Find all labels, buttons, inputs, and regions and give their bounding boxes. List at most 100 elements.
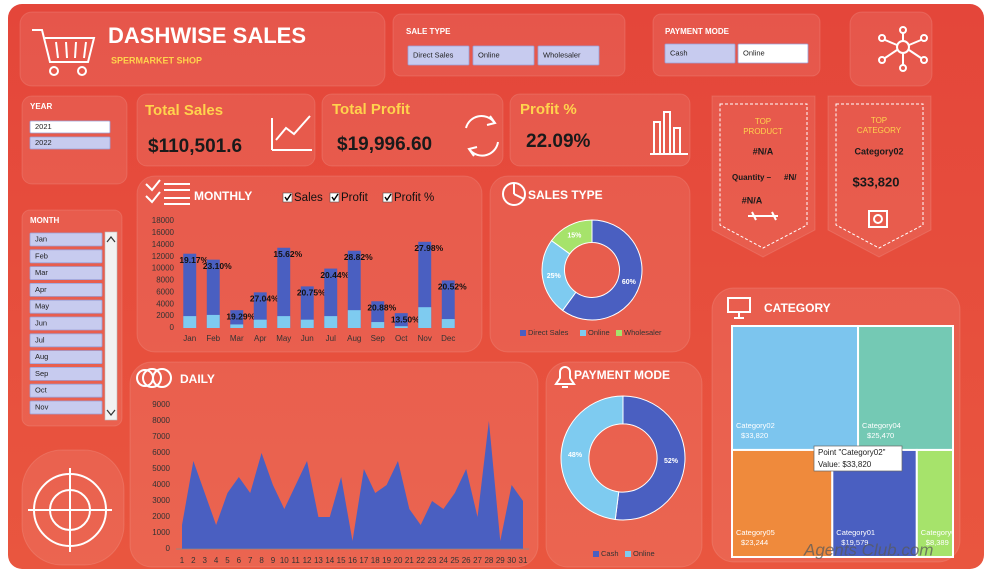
- slicer-option-label[interactable]: Nov: [35, 402, 49, 411]
- legend-check: [331, 193, 339, 202]
- data-label: 15.62%: [273, 249, 302, 259]
- slicer-option[interactable]: [29, 249, 103, 264]
- treemap-tile: [915, 448, 955, 558]
- bar: [347, 310, 361, 328]
- bell-icon: [554, 366, 576, 388]
- y-tick-label: 0: [166, 544, 171, 553]
- slicer-option[interactable]: [29, 316, 103, 331]
- chart-title: DAILY: [180, 372, 215, 386]
- x-tick-label: 8: [259, 556, 264, 565]
- x-tick-label: Mar: [230, 334, 244, 343]
- legend-swatch: [616, 330, 622, 336]
- slicer-option[interactable]: [29, 350, 103, 365]
- slicer-option-label[interactable]: Feb: [35, 251, 48, 260]
- slicer-option[interactable]: [29, 366, 103, 381]
- slicer-option-label[interactable]: Jun: [35, 318, 47, 327]
- slicer-option[interactable]: [29, 282, 103, 297]
- bar: [206, 314, 220, 328]
- bar: [418, 241, 432, 328]
- data-label: 27.98%: [414, 243, 443, 253]
- slicer-option-label[interactable]: Cash: [670, 48, 688, 57]
- slicer-option-label[interactable]: Jan: [35, 234, 47, 243]
- legend-label: Cash: [601, 549, 619, 558]
- slicer-option-label[interactable]: 2022: [35, 138, 52, 147]
- bar: [300, 319, 314, 328]
- bar: [347, 250, 361, 328]
- kpi-panel: [321, 93, 504, 167]
- card-title: CATEGORY: [857, 126, 902, 135]
- data-label: 20.44%: [320, 270, 349, 280]
- slice-label: 15%: [567, 232, 582, 239]
- pie-slice: [560, 395, 624, 521]
- slicer-option-label[interactable]: 2021: [35, 122, 52, 131]
- slicer-option[interactable]: [29, 400, 103, 415]
- x-tick-label: 27: [473, 556, 482, 565]
- slicer-option-label[interactable]: Aug: [35, 352, 48, 361]
- slicer-option-label[interactable]: Wholesaler: [543, 50, 581, 59]
- legend-checkbox: [382, 192, 393, 203]
- x-tick-label: 26: [462, 556, 471, 565]
- slicer-title: PAYMENT MODE: [665, 27, 730, 36]
- tile-name: Category03: [921, 528, 960, 537]
- network-icon: [878, 26, 928, 72]
- slicer-option[interactable]: [472, 45, 535, 66]
- data-label: 13.50%: [391, 314, 420, 324]
- y-tick-label: 6000: [156, 287, 174, 296]
- tooltip-line: Point "Category02": [818, 448, 886, 457]
- scrollbar[interactable]: [104, 231, 118, 421]
- tile-labels: Category04$25,470: [862, 421, 901, 440]
- y-tick-label: 10000: [152, 264, 175, 273]
- slicer-option-label[interactable]: Jul: [35, 335, 45, 344]
- data-label: 20.75%: [297, 288, 326, 298]
- treemap-tile: [731, 325, 860, 451]
- slicer-option[interactable]: [29, 266, 103, 281]
- list-icon: [145, 179, 190, 205]
- x-tick-label: 25: [450, 556, 459, 565]
- slicer-option[interactable]: [29, 383, 103, 398]
- kpi-value: 22.09%: [526, 131, 591, 152]
- y-tick-label: 5000: [152, 464, 170, 473]
- slicer-option-label[interactable]: Direct Sales: [413, 50, 454, 59]
- bar: [394, 313, 408, 328]
- slicer-option[interactable]: [407, 45, 470, 66]
- bar: [324, 316, 338, 328]
- coin-icon: [136, 368, 172, 388]
- tile-name: Category04: [862, 421, 901, 430]
- slicer-option-label[interactable]: Mar: [35, 268, 48, 277]
- slicer-option[interactable]: [29, 333, 103, 348]
- y-tick-label: 14000: [152, 240, 175, 249]
- x-tick-label: 31: [519, 556, 528, 565]
- cycle-icon: [465, 115, 499, 157]
- legend-label: Online: [633, 549, 655, 558]
- slicer-option-label[interactable]: Sep: [35, 369, 48, 378]
- data-label: 27.04%: [250, 294, 279, 304]
- data-label: 20.52%: [438, 282, 467, 292]
- slicer-option-label[interactable]: May: [35, 302, 49, 311]
- tile-name: Category01: [836, 528, 875, 537]
- slicer-option-label[interactable]: Oct: [35, 386, 48, 395]
- monitor-icon: [727, 297, 751, 319]
- slicer-option[interactable]: [29, 299, 103, 314]
- slicer-option[interactable]: [737, 43, 809, 64]
- slicer-option[interactable]: [29, 120, 111, 134]
- dashboard-title: DASHWISE SALES: [108, 23, 306, 48]
- dashboard-subtitle: SPERMARKET SHOP: [111, 55, 202, 65]
- bar: [371, 301, 385, 328]
- scroll-arrow[interactable]: [106, 236, 116, 416]
- slicer-option[interactable]: [664, 43, 736, 64]
- slicer-option[interactable]: [29, 232, 103, 247]
- x-tick-label: 12: [303, 556, 312, 565]
- x-tick-label: 28: [484, 556, 493, 565]
- y-tick-label: 4000: [156, 299, 174, 308]
- slicer-option-label[interactable]: Online: [743, 48, 765, 57]
- tile-value: $8,389: [926, 538, 949, 547]
- bar: [277, 247, 291, 328]
- card-title: TOP: [871, 116, 887, 125]
- x-tick-label: 2: [191, 556, 196, 565]
- legend-label: Profit %: [394, 192, 434, 204]
- category-icon: [868, 210, 888, 228]
- slicer-option[interactable]: [29, 136, 111, 150]
- slicer-option-label[interactable]: Online: [478, 50, 500, 59]
- slicer-option-label[interactable]: Apr: [35, 285, 47, 294]
- slicer-option[interactable]: [537, 45, 600, 66]
